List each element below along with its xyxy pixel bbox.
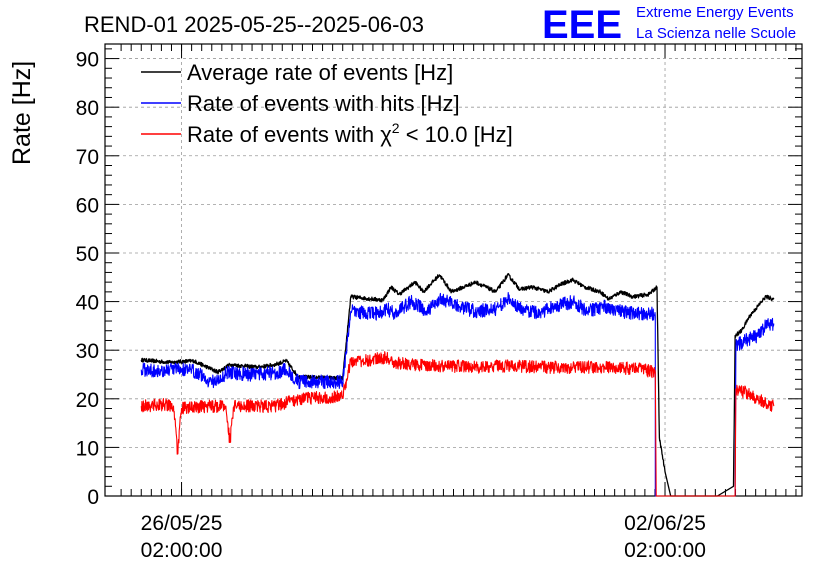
logo-line-2: La Scienza nelle Scuole (636, 25, 796, 42)
y-tick-label: 20 (76, 389, 99, 412)
y-tick-label: 40 (76, 292, 99, 315)
legend-chi2-suffix: < 10.0 [Hz] (400, 122, 513, 147)
legend-label-average: Average rate of events [Hz] (187, 60, 453, 85)
x-tick-label-time: 02:00:00 (624, 539, 706, 562)
legend-label-hits: Rate of events with hits [Hz] (187, 91, 460, 116)
y-tick-label: 50 (76, 243, 99, 266)
tick-layer: 0 10 20 30 40 50 60 70 80 90 26/05/25 02:00:00 02/06… (76, 44, 802, 562)
y-tick-label: 80 (76, 97, 99, 120)
eee-logo-text: EEE (542, 3, 622, 47)
grid-layer (105, 44, 802, 496)
eee-logo: EEE Extreme Energy Events La Scienza nel… (542, 3, 796, 47)
legend-label-chi2: Rate of events with χ2 < 10.0 [Hz] (187, 120, 513, 147)
series-layer (140, 273, 775, 497)
x-tick-label-date: 02/06/25 (624, 512, 706, 535)
y-axis-title: Rate [Hz] (8, 61, 36, 165)
y-tick-label: 70 (76, 146, 99, 169)
y-tick-label: 0 (87, 486, 99, 509)
x-tick-label-time: 02:00:00 (141, 539, 223, 562)
y-tick-label: 90 (76, 49, 99, 72)
y-tick-label: 30 (76, 340, 99, 363)
legend: Average rate of events [Hz] Rate of even… (141, 60, 513, 147)
series-line-chi2 (140, 351, 775, 497)
logo-line-1: Extreme Energy Events (636, 4, 794, 21)
legend-chi2-prefix: Rate of events with (187, 122, 380, 147)
legend-chi2-symbol: χ (380, 122, 392, 147)
legend-chi2-superscript: 2 (392, 120, 400, 136)
y-tick-label: 10 (76, 437, 99, 460)
chart-title: REND-01 2025-05-25--2025-06-03 (84, 12, 424, 37)
series-line-hits (140, 292, 775, 497)
y-tick-label: 60 (76, 194, 99, 217)
x-tick-label-date: 26/05/25 (141, 512, 223, 535)
series-line-average (140, 273, 775, 497)
